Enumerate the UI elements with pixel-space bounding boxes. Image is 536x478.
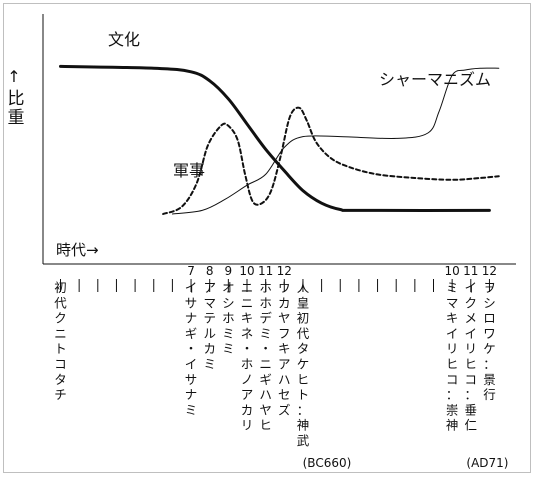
y-axis-label-char-2: 重 — [8, 108, 25, 128]
x-tick-label: イサナギ・イサナミ — [185, 280, 198, 417]
line-chart: ↑ 比 重 時代→ 文化 軍事 シャーマニズム 初代クニトコタチ 7 イサナギ・イサ… — [7, 14, 516, 470]
x-tick-label: ヲシロワケ：景行 — [483, 280, 496, 402]
x-tick-label: ウカヤフキアハセズ — [278, 280, 291, 417]
x-era-marker: (BC660) — [303, 456, 352, 470]
series-line-shamanism — [171, 67, 500, 215]
x-axis-label: 時代→ — [56, 241, 99, 259]
series-label-shamanism: シャーマニズム — [379, 70, 491, 89]
x-tick-number: 10 — [445, 264, 460, 278]
x-tick-label: ホホデミ・ニギハヤヒ — [259, 280, 272, 433]
x-tick-number: 12 — [482, 264, 497, 278]
x-tick-number: 8 — [206, 264, 214, 278]
x-ticks: 初代クニトコタチ 7 イサナギ・イサナミ 8 アマテルカミ 9 オシホミミ 10 ニニキネ・ホノ… — [54, 264, 508, 470]
x-tick-number: 12 — [277, 264, 292, 278]
x-era-marker: (AD71) — [466, 456, 508, 470]
series-line-culture — [59, 64, 491, 212]
x-tick-label: 初代クニトコタチ — [54, 280, 67, 402]
x-tick-label: ミマキイリヒコ：崇神 — [446, 280, 459, 433]
x-tick-label: イクメイリヒコ：垂仁 — [465, 280, 478, 433]
x-tick-label: オシホミミ — [222, 280, 235, 356]
x-tick-number: 7 — [187, 264, 195, 278]
x-tick-label: アマテルカミ — [203, 280, 216, 372]
x-tick-number: 9 — [225, 264, 233, 278]
series-line-military — [162, 106, 500, 215]
x-tick-label: 人皇初代タケヒト：神武 — [297, 280, 310, 448]
series-lines — [59, 64, 500, 215]
y-axis-arrow: ↑ — [7, 67, 20, 86]
chart-frame: ↑ 比 重 時代→ 文化 軍事 シャーマニズム 初代クニトコタチ 7 イサナギ・イサ… — [3, 3, 531, 473]
x-tick-number: 10 — [239, 264, 254, 278]
x-tick-label: ニニキネ・ホノアカリ — [241, 280, 254, 433]
x-tick-number: 11 — [258, 264, 273, 278]
axes — [42, 14, 516, 265]
series-label-culture: 文化 — [108, 30, 140, 49]
x-tick-number: 11 — [463, 264, 478, 278]
y-axis-label-char-1: 比 — [8, 89, 25, 109]
series-label-military: 軍事 — [173, 161, 205, 180]
